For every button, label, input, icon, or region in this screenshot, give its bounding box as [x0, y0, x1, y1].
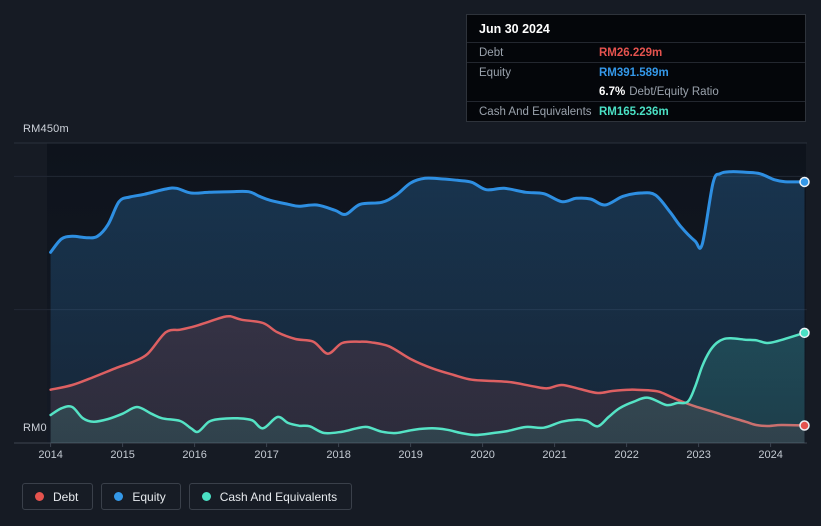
- x-tick-label-2015: 2015: [101, 449, 145, 461]
- legend-item-cash-label: Cash And Equivalents: [220, 490, 337, 504]
- x-tick-label-2018: 2018: [317, 449, 361, 461]
- legend-item-equity[interactable]: Equity: [101, 483, 180, 510]
- x-tick-label-2020: 2020: [461, 449, 505, 461]
- legend-item-debt[interactable]: Debt: [22, 483, 93, 510]
- legend-item-cash[interactable]: Cash And Equivalents: [189, 483, 352, 510]
- tooltip-debt-value: RM26.229m: [599, 47, 662, 59]
- x-tick-label-2016: 2016: [173, 449, 217, 461]
- x-tick-label-2023: 2023: [677, 449, 721, 461]
- tooltip-equity-value: RM391.589m: [599, 67, 669, 79]
- tooltip-ratio-label: Debt/Equity Ratio: [629, 86, 719, 98]
- cash-dot-icon: [202, 492, 211, 501]
- tooltip-cash-row: Cash And Equivalents RM165.236m: [467, 101, 805, 121]
- legend-item-debt-label: Debt: [53, 490, 78, 504]
- x-tick-label-2022: 2022: [605, 449, 649, 461]
- x-tick-label-2019: 2019: [389, 449, 433, 461]
- tooltip-cash-label: Cash And Equivalents: [479, 106, 599, 118]
- tooltip-date: Jun 30 2024: [467, 15, 805, 42]
- tooltip-debt-label: Debt: [479, 47, 599, 59]
- tooltip-cash-value: RM165.236m: [599, 106, 669, 118]
- debt-equity-chart-panel: RM450m RM0 20142015201620172018201920202…: [0, 0, 821, 526]
- legend-item-equity-label: Equity: [132, 490, 165, 504]
- tooltip: Jun 30 2024 Debt RM26.229m Equity RM391.…: [466, 14, 806, 122]
- tooltip-equity-row: Equity RM391.589m: [467, 62, 805, 82]
- tooltip-ratio-row: 6.7% Debt/Equity Ratio: [467, 82, 805, 101]
- cash-and-equivalents-endpoint-dot: [800, 328, 809, 337]
- tooltip-equity-label: Equity: [479, 67, 599, 79]
- x-tick-label-2014: 2014: [29, 449, 73, 461]
- debt-dot-icon: [35, 492, 44, 501]
- legend: Debt Equity Cash And Equivalents: [22, 483, 352, 510]
- equity-endpoint-dot: [800, 177, 809, 186]
- equity-dot-icon: [114, 492, 123, 501]
- debt-endpoint-dot: [800, 421, 809, 430]
- x-tick-label-2024: 2024: [749, 449, 793, 461]
- tooltip-ratio-value: 6.7%: [599, 86, 625, 98]
- tooltip-debt-row: Debt RM26.229m: [467, 42, 805, 62]
- x-tick-label-2017: 2017: [245, 449, 289, 461]
- x-tick-label-2021: 2021: [533, 449, 577, 461]
